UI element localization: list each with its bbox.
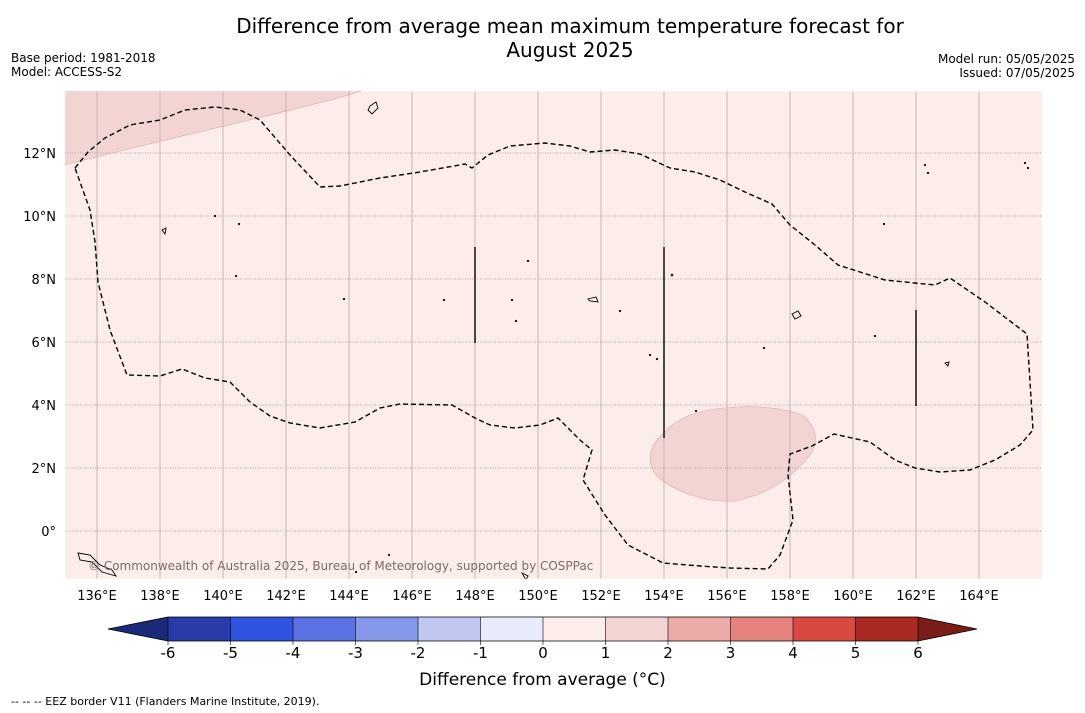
longitude-label: 160°E bbox=[833, 589, 873, 604]
colorbar-tick-label: 3 bbox=[726, 644, 736, 662]
colorbar-tick-label: 0 bbox=[538, 644, 548, 662]
longitude-label: 146°E bbox=[392, 589, 432, 604]
base-period: Base period: 1981-2018 bbox=[11, 51, 156, 65]
longitude-label: 158°E bbox=[770, 589, 810, 604]
colorbar-tick-label: 6 bbox=[913, 644, 923, 662]
copyright-notice: © Commonwealth of Australia 2025, Bureau… bbox=[88, 559, 593, 573]
colorbar-tick-label: 4 bbox=[788, 644, 798, 662]
longitude-label: 136°E bbox=[77, 589, 117, 604]
longitude-label: 162°E bbox=[896, 589, 936, 604]
longitude-label: 148°E bbox=[455, 589, 495, 604]
latitude-label: 8°N bbox=[32, 273, 57, 288]
longitude-label: 142°E bbox=[266, 589, 306, 604]
longitude-label: 140°E bbox=[203, 589, 243, 604]
longitude-label: 144°E bbox=[329, 589, 369, 604]
issued-date: Issued: 07/05/2025 bbox=[959, 66, 1075, 80]
colorbar-title: Difference from average (°C) bbox=[419, 670, 666, 690]
colorbar-segment bbox=[480, 617, 544, 641]
colorbar-segment bbox=[355, 617, 419, 641]
colorbar-tick-label: 1 bbox=[601, 644, 611, 662]
meta-right: Model run: 05/05/2025 Issued: 07/05/2025 bbox=[938, 52, 1075, 80]
title-line-1: Difference from average mean maximum tem… bbox=[236, 14, 904, 38]
latitude-label: 10°N bbox=[23, 210, 56, 225]
longitude-labels: 136°E 138°E 140°E 142°E 144°E 146°E 148°E 150°E… bbox=[77, 589, 999, 604]
title-line-2: August 2025 bbox=[506, 38, 634, 62]
colorbar-segment bbox=[293, 617, 356, 641]
eez-border bbox=[74, 106, 1034, 570]
longitude-label: 138°E bbox=[140, 589, 180, 604]
colorbar-over-arrow bbox=[918, 617, 977, 641]
colorbar-segment bbox=[668, 617, 731, 641]
longitude-label: 154°E bbox=[644, 589, 684, 604]
colorbar-segment bbox=[543, 617, 606, 641]
colorbar-segment bbox=[855, 617, 919, 641]
model-run: Model run: 05/05/2025 bbox=[937, 52, 1075, 66]
colorbar-tick-label: -3 bbox=[348, 644, 363, 662]
colorbar-segment bbox=[230, 617, 294, 641]
warm-anomaly-region-south bbox=[650, 406, 816, 502]
islands bbox=[77, 101, 1030, 579]
colorbar-segment bbox=[605, 617, 669, 641]
colorbar-tick-label: -2 bbox=[411, 644, 426, 662]
colorbar-tick-label: -6 bbox=[161, 644, 176, 662]
latitude-label: 6°N bbox=[32, 336, 57, 351]
latitude-labels: 12°N 10°N 8°N 6°N 4°N 2°N 0° bbox=[23, 147, 56, 540]
colorbar-segment bbox=[418, 617, 481, 641]
warm-anomaly-region-northwest bbox=[65, 91, 363, 166]
latitude-label: 2°N bbox=[32, 462, 57, 477]
longitude-label: 156°E bbox=[707, 589, 747, 604]
longitude-label: 150°E bbox=[518, 589, 558, 604]
colorbar-tick-label: 5 bbox=[851, 644, 861, 662]
meta-left: Base period: 1981-2018 Model: ACCESS-S2 bbox=[11, 51, 156, 79]
eez-footnote: -- -- -- EEZ border V11 (Flanders Marine… bbox=[11, 695, 320, 708]
colorbar-under-arrow bbox=[108, 617, 168, 641]
map-area bbox=[65, 91, 1042, 579]
model-name: Model: ACCESS-S2 bbox=[11, 65, 123, 79]
colorbar-ticks: -6 -5 -4 -3 -2 -1 0 1 2 3 4 5 6 bbox=[161, 617, 923, 662]
colorbar-tick-label: -1 bbox=[473, 644, 488, 662]
map-title: Difference from average mean maximum tem… bbox=[0, 14, 1085, 62]
colorbar-tick-label: 2 bbox=[663, 644, 673, 662]
latitude-label: 12°N bbox=[23, 147, 56, 162]
longitude-label: 164°E bbox=[959, 589, 999, 604]
colorbar-segment bbox=[730, 617, 794, 641]
longitude-label: 152°E bbox=[581, 589, 621, 604]
grid-lines bbox=[65, 91, 1042, 579]
colorbar-tick-label: -4 bbox=[286, 644, 301, 662]
colorbar bbox=[107, 616, 978, 642]
latitude-label: 4°N bbox=[32, 399, 57, 414]
colorbar-tick-label: -5 bbox=[223, 644, 238, 662]
colorbar-segment bbox=[168, 617, 231, 641]
latitude-label: 0° bbox=[41, 525, 56, 540]
colorbar-segment bbox=[793, 617, 856, 641]
